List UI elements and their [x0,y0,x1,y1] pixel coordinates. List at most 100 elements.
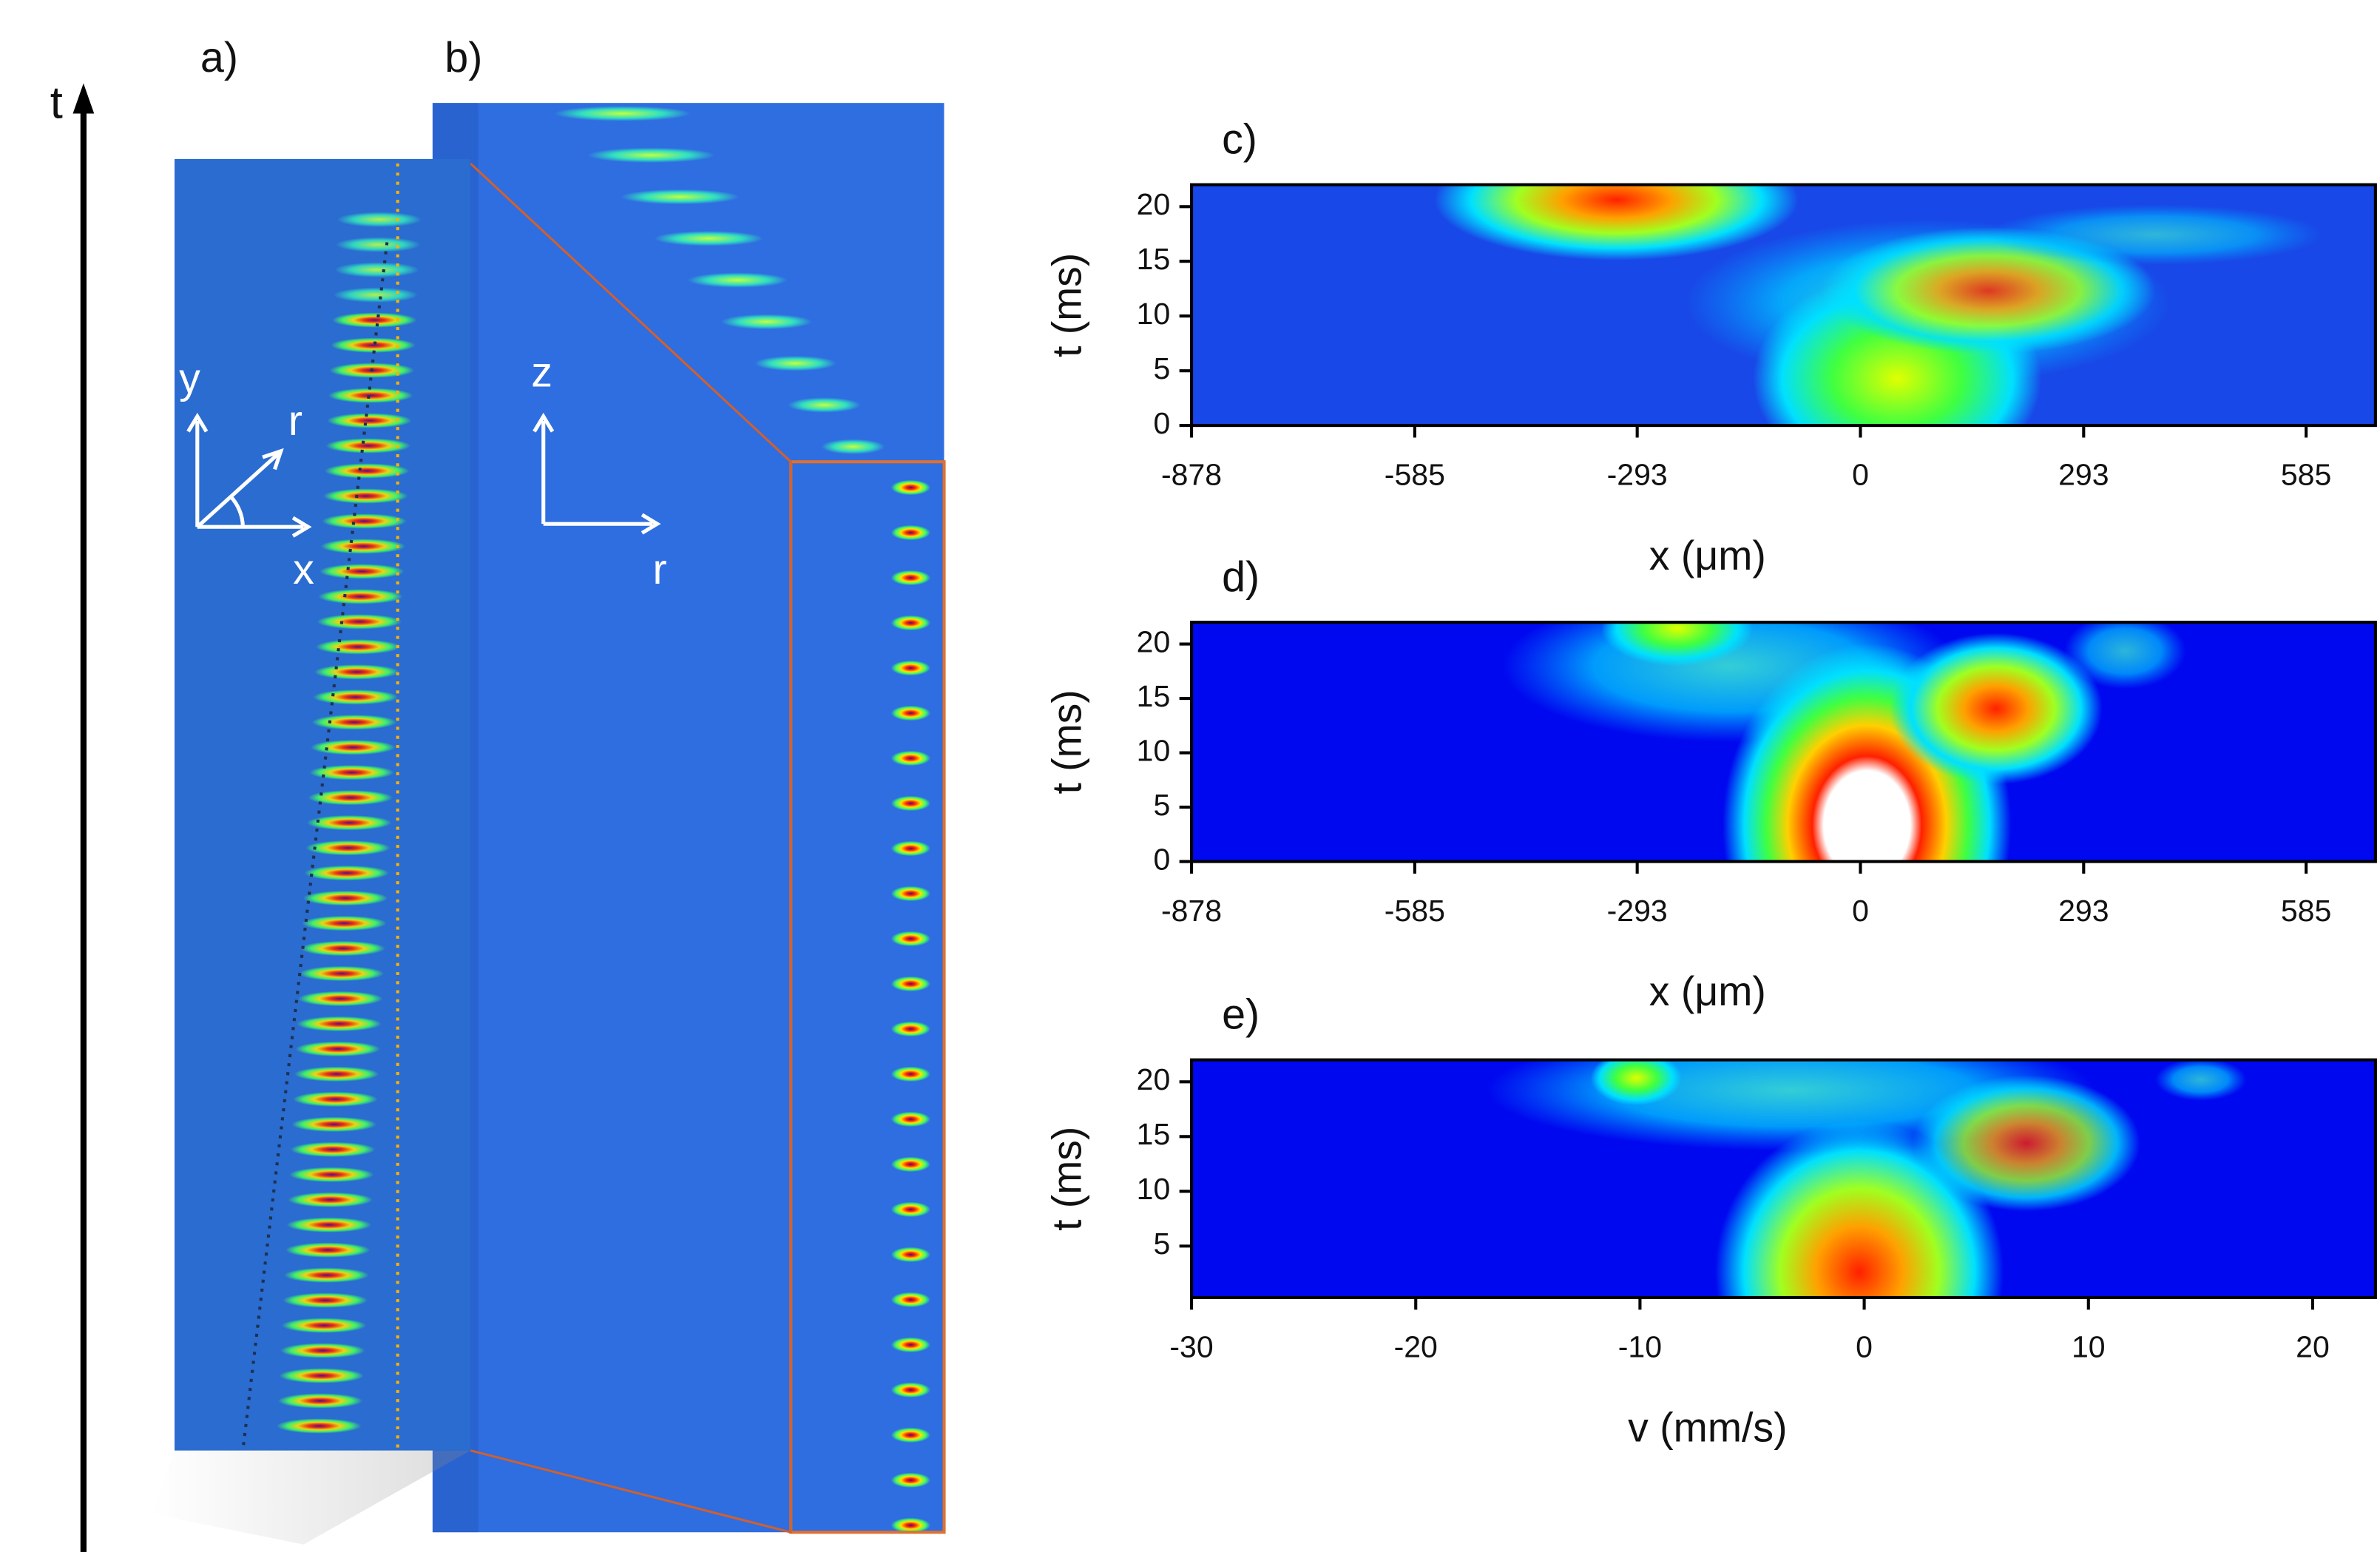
y-tick-label: 5 [1153,351,1170,385]
y-tick-label: 20 [1137,1062,1171,1096]
image-spot [890,1247,931,1263]
x-tick-label: 20 [2296,1329,2330,1363]
image-spot [288,1192,373,1207]
x-tick-label: 585 [2281,894,2331,928]
plot-frame [1190,621,2377,863]
image-spot [291,1116,377,1133]
image-spot [306,815,392,831]
image-spot [322,513,408,529]
image-spot [304,865,390,881]
image-spot [890,1111,931,1127]
axis-letter: x [293,546,314,593]
shadow [152,1450,471,1545]
image-spot [890,750,931,766]
image-spot [890,1156,931,1173]
image-spot [890,1382,931,1398]
panel-label: c) [1222,116,1257,163]
y-axis-label: t (ms) [1044,689,1089,794]
image-spot [720,314,812,330]
image-spot [276,1418,362,1434]
x-tick-label: -293 [1607,458,1668,492]
image-spot [335,237,421,252]
image-spot [292,1091,378,1107]
image-spot [319,564,405,579]
image-spot [890,570,931,586]
image-spot [325,438,411,453]
image-spot [890,886,931,902]
y-tick-label: 15 [1137,1117,1171,1151]
image-spot [890,1427,931,1443]
x-tick-label: 293 [2058,458,2109,492]
image-spot [313,689,399,705]
guide-line [241,242,389,1451]
x-tick-label: -30 [1169,1329,1213,1363]
image-spot [308,789,393,806]
image-spot [554,106,691,121]
axis-letter: y [179,355,200,402]
image-spot [279,1368,365,1383]
x-tick-label: 585 [2281,458,2331,492]
arrow-head [72,83,95,114]
image-spot [754,355,836,371]
zoom-lines [470,162,792,1534]
image-spot [890,660,931,676]
image-spot [320,539,406,554]
x-tick-label: 293 [2058,894,2109,928]
x-tick-label: -878 [1161,458,1222,492]
x-tick-label: 0 [1852,458,1869,492]
x-tick-label: 10 [2072,1329,2106,1363]
y-tick-label: 15 [1137,242,1171,276]
image-spot [890,931,931,947]
image-spot [302,890,388,906]
axis-letter: r [652,546,666,593]
image-spot [314,664,399,680]
image-spot [311,715,397,730]
image-spot [890,840,931,857]
image-spot [331,337,416,353]
plot-frame [1190,1058,2377,1300]
image-spot [300,940,386,957]
image-a [175,158,471,1451]
y-tick-label: 10 [1137,297,1171,331]
image-spot [821,439,885,454]
image-spot [890,1337,931,1353]
image-spot [297,991,383,1007]
x-tick-label: -585 [1385,458,1445,492]
x-tick-label: -878 [1161,894,1222,928]
panel-label: e) [1222,991,1260,1039]
x-tick-label: -293 [1607,894,1668,928]
x-axis-label: v (mm/s) [1628,1405,1787,1451]
image-spot [687,272,788,288]
x-axis-label: x (μm) [1649,533,1766,579]
image-spot [333,287,419,303]
image-spot [890,1201,931,1218]
panel-label: a) [200,34,238,81]
image-spot [890,976,931,992]
image-spot [309,764,395,780]
image-spot [284,1267,369,1283]
image-spot [890,615,931,631]
y-tick-label: 15 [1137,679,1171,713]
x-tick-label: -20 [1394,1329,1438,1363]
image-spot [326,413,412,428]
image-spot [277,1393,363,1409]
x-tick-label: 0 [1852,894,1869,928]
image-spot [788,397,861,413]
image-spot [890,795,931,812]
axis-letter: r [288,397,302,445]
plot-frame [1190,183,2377,428]
x-axis-label: x (μm) [1649,968,1766,1014]
x-tick-label: 0 [1856,1329,1873,1363]
image-spot [587,147,715,163]
y-tick-label: 5 [1153,1227,1170,1261]
panel-label: d) [1222,553,1260,601]
y-tick-label: 10 [1137,1172,1171,1206]
x-tick-label: -585 [1385,894,1445,928]
image-spot [301,915,387,931]
image-spot [322,488,408,504]
y-tick-label: 20 [1137,187,1171,221]
image-spot [310,739,396,755]
y-tick-label: 5 [1153,788,1170,822]
